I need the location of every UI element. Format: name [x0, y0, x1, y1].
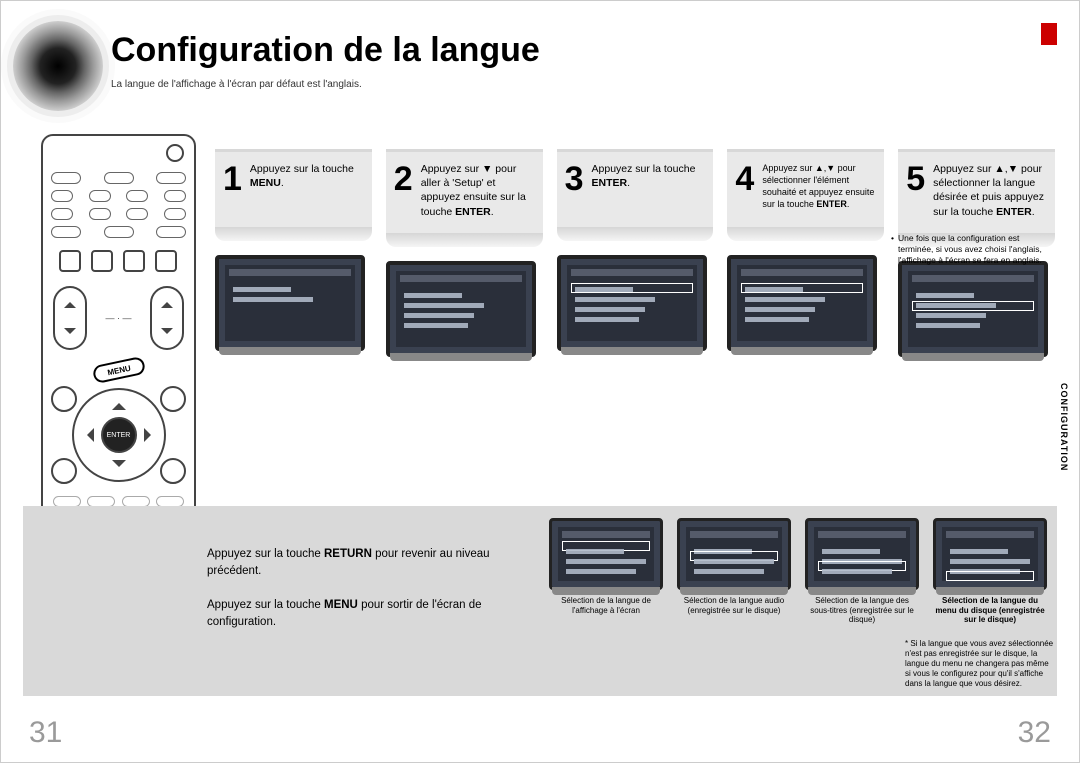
arrow-left-icon	[80, 428, 94, 442]
tip-menu: Appuyez sur la touche MENU pour sortir d…	[207, 597, 507, 630]
remote-row	[51, 208, 186, 220]
gallery-caption: Sélection de la langue des sous-titres (…	[805, 596, 919, 625]
tv-screenshot	[805, 518, 919, 590]
footnote-text: Si la langue que vous avez sélectionnée …	[905, 639, 1053, 688]
tv-screenshot	[386, 261, 536, 357]
page-number-right: 32	[1018, 716, 1051, 750]
power-button-icon	[166, 144, 184, 162]
section-side-tab: CONFIGURATION	[1059, 383, 1069, 471]
lower-band: Appuyez sur la touche RETURN pour reveni…	[23, 506, 1057, 696]
gallery-caption: Sélection de la langue du menu du disque…	[933, 596, 1047, 625]
remote-round-button	[51, 386, 77, 412]
enter-button-icon: ENTER	[101, 417, 137, 453]
menu-button-icon: MENU	[91, 356, 146, 384]
arrow-down-icon	[112, 460, 126, 474]
step-4: 4 Appuyez sur ▲,▼ pour sélectionner l'él…	[727, 149, 884, 357]
page-title: Configuration de la langue	[111, 31, 540, 70]
arrow-up-icon	[112, 396, 126, 410]
step-number: 1	[223, 162, 242, 213]
remote-mid-label: — · —	[97, 313, 141, 323]
volume-rocker-icon	[150, 286, 184, 350]
step-1: 1 Appuyez sur la touche MENU.	[215, 149, 372, 357]
screenshot-gallery: Sélection de la langue de l'affichage à …	[549, 518, 1047, 625]
gallery-caption: Sélection de la langue de l'affichage à …	[549, 596, 663, 615]
note-text: Une fois que la configuration est termin…	[898, 233, 1055, 266]
footnote: Si la langue que vous avez sélectionnée …	[905, 639, 1055, 689]
speaker-graphic	[13, 21, 103, 111]
gallery-item: Sélection de la langue des sous-titres (…	[805, 518, 919, 625]
remote-round-button	[160, 386, 186, 412]
tv-screenshot	[898, 261, 1048, 357]
gallery-item: Sélection de la langue du menu du disque…	[933, 518, 1047, 625]
tips-block: Appuyez sur la touche RETURN pour reveni…	[207, 546, 507, 649]
tv-screenshot	[557, 255, 707, 351]
step-text: Appuyez sur la touche ENTER.	[592, 162, 706, 213]
step-text: Appuyez sur ▲,▼ pour sélectionner la lan…	[933, 162, 1047, 219]
gallery-item: Sélection de la langue de l'affichage à …	[549, 518, 663, 625]
step-number: 3	[565, 162, 584, 213]
remote-row	[51, 172, 186, 184]
remote-round-button	[160, 458, 186, 484]
tv-screenshot	[933, 518, 1047, 590]
tv-screenshot	[215, 255, 365, 351]
step-number: 5	[906, 162, 925, 219]
red-chapter-tab	[1041, 23, 1057, 45]
page-number-left: 31	[29, 716, 62, 750]
tip-return: Appuyez sur la touche RETURN pour reveni…	[207, 546, 507, 579]
manual-spread: Configuration de la langue La langue de …	[0, 0, 1080, 763]
gallery-caption: Sélection de la langue audio (enregistré…	[677, 596, 791, 615]
tv-screenshot	[727, 255, 877, 351]
page-subtitle: La langue de l'affichage à l'écran par d…	[111, 79, 362, 90]
remote-control-illustration: — · — MENU ENTER	[41, 134, 196, 564]
step-number: 2	[394, 162, 413, 219]
step-5-note: Une fois que la configuration est termin…	[891, 233, 1055, 266]
remote-row	[51, 226, 186, 238]
step-number: 4	[735, 162, 754, 213]
gallery-item: Sélection de la langue audio (enregistré…	[677, 518, 791, 625]
remote-sq-button	[59, 250, 81, 272]
remote-row	[51, 190, 186, 202]
remote-sq-button	[91, 250, 113, 272]
step-text: Appuyez sur ▲,▼ pour sélectionner l'élém…	[762, 162, 876, 213]
arrow-right-icon	[144, 428, 158, 442]
step-3: 3 Appuyez sur la touche ENTER.	[557, 149, 714, 357]
channel-rocker-icon	[53, 286, 87, 350]
step-2: 2 Appuyez sur ▼ pour aller à 'Setup' et …	[386, 149, 543, 357]
tv-screenshot	[549, 518, 663, 590]
remote-sq-button	[155, 250, 177, 272]
remote-volume-channel-row: — · —	[53, 286, 184, 350]
remote-round-button	[51, 458, 77, 484]
step-text: Appuyez sur la touche MENU.	[250, 162, 364, 213]
dpad-icon: ENTER	[72, 388, 166, 482]
remote-sq-button	[123, 250, 145, 272]
step-text: Appuyez sur ▼ pour aller à 'Setup' et ap…	[421, 162, 535, 219]
tv-screenshot	[677, 518, 791, 590]
